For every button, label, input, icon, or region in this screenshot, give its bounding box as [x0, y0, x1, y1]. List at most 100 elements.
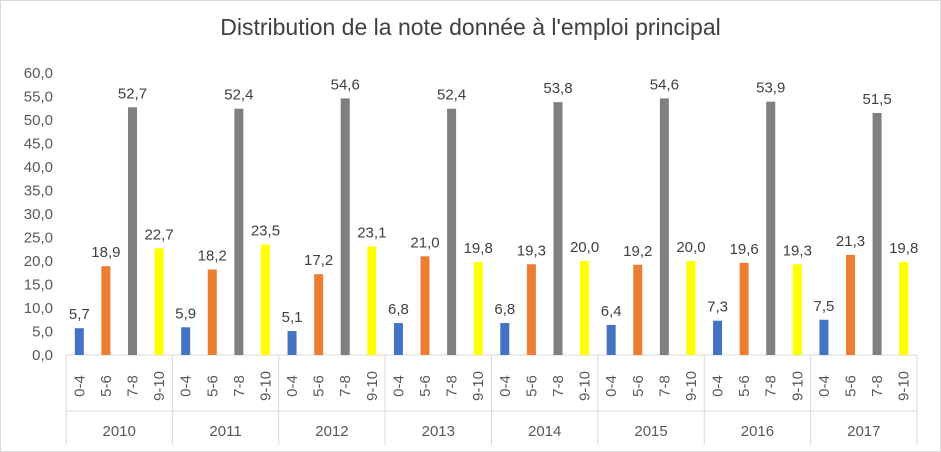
bar: [367, 246, 377, 355]
bar: [393, 323, 403, 355]
category-tick-label: 9-10: [151, 371, 168, 401]
category-tick-label: 7-8: [550, 375, 567, 397]
bar: [580, 261, 590, 355]
y-tick-label: 20,0: [24, 253, 53, 270]
group-label: 2016: [741, 423, 774, 440]
category-tick-label: 5-6: [311, 375, 328, 397]
category-tick-label: 0-4: [816, 375, 833, 397]
bar: [420, 256, 430, 355]
data-label: 20,0: [676, 239, 705, 256]
category-tick-label: 0-4: [603, 375, 620, 397]
bar: [766, 101, 776, 355]
bar: [713, 320, 723, 355]
y-tick-label: 50,0: [24, 112, 53, 129]
group-label: 2012: [315, 423, 348, 440]
bar: [633, 264, 643, 355]
bar: [234, 108, 244, 355]
category-tick-label: 5-6: [523, 375, 540, 397]
bar: [899, 261, 909, 355]
category-tick-label: 7-8: [656, 375, 673, 397]
group-label: 2011: [209, 423, 241, 440]
bar: [314, 274, 324, 355]
data-label: 5,1: [282, 309, 303, 326]
data-label: 17,2: [304, 252, 333, 269]
data-label: 6,8: [388, 301, 409, 318]
data-label: 7,5: [813, 298, 834, 315]
chart-title: Distribution de la note donnée à l'emplo…: [220, 14, 721, 40]
y-tick-label: 55,0: [24, 89, 53, 106]
data-label: 20,0: [570, 239, 599, 256]
bar: [553, 102, 563, 355]
bar: [287, 331, 297, 355]
bar: [686, 261, 696, 355]
data-label: 52,4: [437, 87, 466, 104]
bar: [127, 107, 137, 355]
bar: [526, 264, 536, 355]
category-tick-label: 0-4: [390, 375, 407, 397]
data-label: 21,3: [836, 233, 865, 250]
data-label: 19,6: [730, 241, 759, 258]
data-label: 53,8: [543, 80, 572, 97]
data-label: 18,2: [198, 247, 227, 264]
bar: [154, 248, 164, 355]
category-tick-label: 7-8: [124, 375, 141, 397]
y-tick-label: 0,0: [32, 347, 53, 364]
bar: [819, 319, 829, 355]
category-tick-label: 7-8: [763, 375, 780, 397]
category-tick-label: 9-10: [257, 371, 274, 401]
data-label: 23,1: [357, 224, 386, 241]
category-tick-label: 5-6: [417, 375, 434, 397]
category-tick-label: 9-10: [577, 371, 594, 401]
bar: [207, 269, 217, 355]
category-tick-label: 9-10: [364, 371, 381, 401]
bar: [606, 324, 616, 355]
group-label: 2014: [528, 423, 561, 440]
y-tick-label: 35,0: [24, 183, 53, 200]
data-label: 52,7: [118, 85, 147, 102]
y-tick-label: 60,0: [24, 65, 53, 82]
bar: [792, 264, 802, 355]
category-tick-label: 9-10: [896, 371, 913, 401]
y-tick-label: 40,0: [24, 159, 53, 176]
y-tick-label: 5,0: [32, 324, 53, 341]
data-label: 5,7: [69, 306, 90, 323]
bar: [500, 323, 510, 355]
y-tick-label: 15,0: [24, 277, 53, 294]
bar: [872, 112, 882, 355]
data-label: 52,4: [224, 87, 253, 104]
bar: [181, 327, 191, 355]
bar: [739, 262, 749, 355]
category-tick-label: 5-6: [736, 375, 753, 397]
category-tick-label: 5-6: [843, 375, 860, 397]
data-label: 5,9: [175, 305, 196, 322]
data-label: 53,9: [756, 80, 785, 97]
category-tick-label: 7-8: [444, 375, 461, 397]
group-label: 2015: [634, 423, 667, 440]
y-tick-label: 30,0: [24, 206, 53, 223]
data-label: 22,7: [144, 226, 173, 243]
category-tick-label: 0-4: [284, 375, 301, 397]
bar: [473, 261, 483, 355]
data-label: 54,6: [650, 76, 679, 93]
data-label: 54,6: [331, 76, 360, 93]
category-tick-label: 7-8: [337, 375, 354, 397]
data-label: 21,0: [410, 234, 439, 251]
bar: [846, 254, 856, 355]
data-label: 23,5: [251, 223, 280, 240]
bar: [659, 98, 669, 355]
data-label: 51,5: [863, 91, 892, 108]
data-label: 19,3: [517, 242, 546, 259]
data-label: 19,8: [889, 240, 918, 257]
data-label: 7,3: [707, 299, 728, 316]
category-tick-label: 9-10: [470, 371, 487, 401]
y-tick-label: 10,0: [24, 300, 53, 317]
category-tick-label: 0-4: [497, 375, 514, 397]
category-tick-label: 7-8: [231, 375, 248, 397]
data-label: 18,9: [91, 244, 120, 261]
category-tick-label: 9-10: [683, 371, 700, 401]
y-tick-label: 45,0: [24, 136, 53, 153]
bar: [340, 98, 350, 355]
bar: [101, 266, 111, 355]
